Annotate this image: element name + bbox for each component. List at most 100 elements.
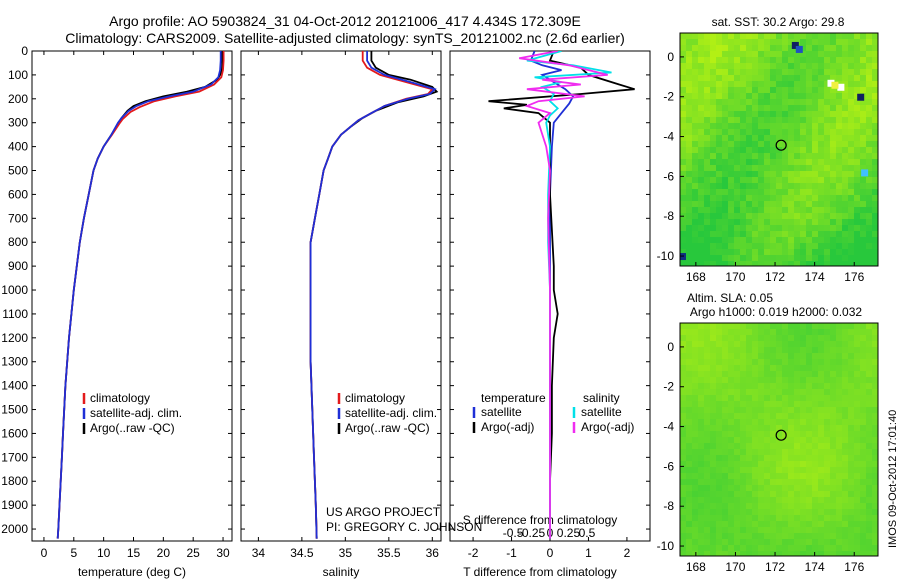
map-cell bbox=[788, 261, 795, 266]
map-cell bbox=[782, 249, 789, 256]
map-cell bbox=[734, 419, 741, 426]
map-cell bbox=[776, 153, 783, 160]
map-cell bbox=[704, 527, 711, 534]
map-cell bbox=[812, 69, 819, 76]
map-cell bbox=[830, 243, 837, 250]
map-cell bbox=[842, 81, 849, 88]
map-cell bbox=[716, 261, 723, 266]
map-cell bbox=[866, 63, 873, 70]
map-cell bbox=[788, 431, 795, 438]
map-cell bbox=[860, 533, 867, 540]
map-cell bbox=[854, 189, 861, 196]
map-cell bbox=[800, 219, 807, 226]
map-cell bbox=[770, 261, 777, 266]
map-cell bbox=[692, 57, 699, 64]
map-cell bbox=[812, 93, 819, 100]
map-cell bbox=[806, 33, 813, 40]
map-cell bbox=[818, 237, 825, 244]
map-cell bbox=[812, 371, 819, 378]
map-cell bbox=[836, 419, 843, 426]
map-cell bbox=[770, 401, 777, 408]
map-cell bbox=[872, 449, 878, 456]
map-cell bbox=[770, 93, 777, 100]
map-cell bbox=[758, 117, 765, 124]
map-cell bbox=[800, 105, 807, 112]
map-cell bbox=[794, 219, 801, 226]
map-cell bbox=[854, 359, 861, 366]
x-tick-label: 34 bbox=[252, 546, 266, 560]
map-cell bbox=[692, 39, 699, 46]
map-cell bbox=[818, 449, 825, 456]
map-cell bbox=[836, 365, 843, 372]
map-cell bbox=[716, 383, 723, 390]
map-cell bbox=[866, 377, 873, 384]
map-cell bbox=[722, 189, 729, 196]
map-cell bbox=[824, 371, 831, 378]
map-cell bbox=[746, 93, 753, 100]
map-cell bbox=[788, 347, 795, 354]
map-cell bbox=[752, 63, 759, 70]
map-cell bbox=[812, 437, 819, 444]
map-cell bbox=[812, 105, 819, 112]
map-feature bbox=[831, 81, 839, 89]
map-cell bbox=[794, 341, 801, 348]
map-cell bbox=[770, 219, 777, 226]
map-cell bbox=[824, 69, 831, 76]
map-cell bbox=[686, 347, 693, 354]
map-cell bbox=[782, 81, 789, 88]
map-cell bbox=[692, 461, 699, 468]
map-cell bbox=[848, 69, 855, 76]
map-cell bbox=[764, 491, 771, 498]
map-cell bbox=[758, 479, 765, 486]
map-cell bbox=[734, 479, 741, 486]
map-cell bbox=[686, 111, 693, 118]
map-cell bbox=[710, 141, 717, 148]
map-cell bbox=[728, 243, 735, 250]
map-cell bbox=[842, 533, 849, 540]
map-cell bbox=[836, 189, 843, 196]
map-cell bbox=[818, 261, 825, 266]
map-cell bbox=[872, 183, 878, 190]
map-cell bbox=[782, 371, 789, 378]
map-cell bbox=[818, 177, 825, 184]
map-cell bbox=[860, 201, 867, 208]
map-cell bbox=[806, 359, 813, 366]
map-cell bbox=[818, 183, 825, 190]
map-cell bbox=[836, 141, 843, 148]
map-cell bbox=[734, 353, 741, 360]
map-cell bbox=[776, 539, 783, 546]
map-cell bbox=[830, 491, 837, 498]
sla-map-title2: Argo h1000: 0.019 h2000: 0.032 bbox=[690, 305, 862, 319]
map-cell bbox=[848, 123, 855, 130]
map-cell bbox=[734, 183, 741, 190]
map-cell bbox=[836, 347, 843, 354]
map-cell bbox=[794, 485, 801, 492]
map-cell bbox=[854, 99, 861, 106]
map-cell bbox=[812, 461, 819, 468]
map-cell bbox=[848, 329, 855, 336]
map-cell bbox=[680, 45, 687, 52]
map-cell bbox=[680, 413, 687, 420]
map-cell bbox=[842, 341, 849, 348]
map-cell bbox=[686, 335, 693, 342]
map-cell bbox=[860, 389, 867, 396]
map-cell bbox=[716, 329, 723, 336]
map-cell bbox=[842, 455, 849, 462]
map-cell bbox=[680, 39, 687, 46]
map-cell bbox=[704, 515, 711, 522]
map-cell bbox=[782, 195, 789, 202]
map-cell bbox=[806, 93, 813, 100]
map-cell bbox=[752, 407, 759, 414]
map-cell bbox=[788, 99, 795, 106]
map-cell bbox=[704, 551, 711, 556]
map-cell bbox=[758, 195, 765, 202]
map-cell bbox=[788, 533, 795, 540]
map-cell bbox=[872, 467, 878, 474]
map-cell bbox=[806, 165, 813, 172]
y-tick-label: 100 bbox=[8, 68, 28, 82]
map-cell bbox=[794, 243, 801, 250]
map-cell bbox=[842, 207, 849, 214]
map-cell bbox=[764, 461, 771, 468]
map-cell bbox=[836, 539, 843, 546]
map-cell bbox=[752, 201, 759, 208]
